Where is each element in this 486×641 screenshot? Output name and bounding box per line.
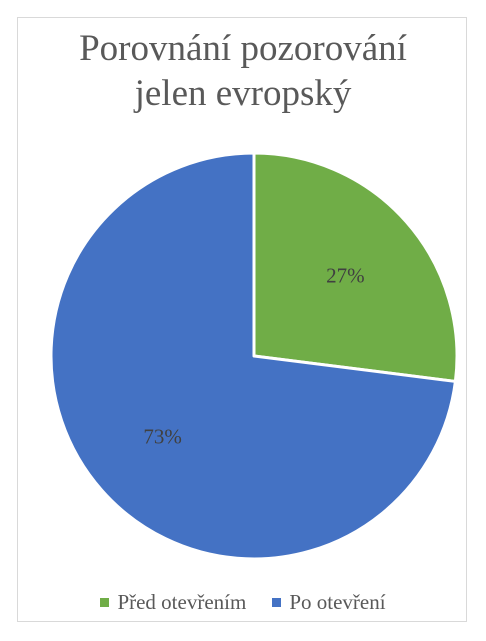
slice-after [49,151,457,561]
chart-title-line-2: jelen evropský [134,73,352,114]
legend-item-after: Po otevření [272,590,386,615]
legend-label-after: Po otevření [289,590,386,614]
chart-title-line-1: Porovnání pozorování [79,28,407,69]
legend-label-before: Před otevřením [117,590,247,614]
legend: Před otevřením Po otevření [0,590,486,615]
legend-item-before: Před otevřením [100,590,246,615]
data-label-before: 27% [326,263,365,287]
legend-swatch-before [100,598,110,607]
legend-swatch-after [272,598,282,607]
slice-before [252,151,459,383]
chart-title: Porovnání pozorování jelen evropský [0,26,486,116]
data-label-after: 73% [143,425,182,449]
